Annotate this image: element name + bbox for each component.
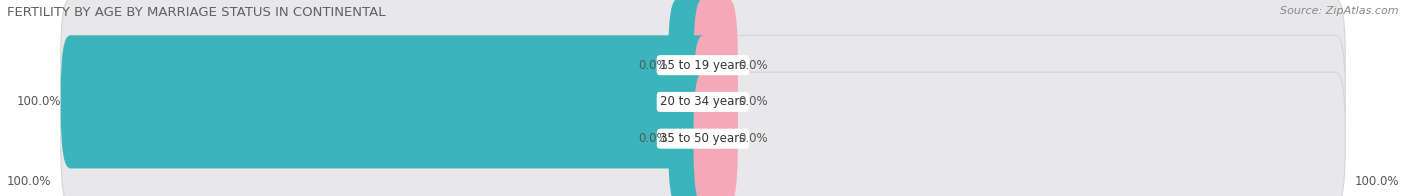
Text: 0.0%: 0.0% [738,59,768,72]
Text: 100.0%: 100.0% [7,175,52,188]
FancyBboxPatch shape [60,35,1346,168]
FancyBboxPatch shape [668,72,713,196]
Text: 100.0%: 100.0% [1354,175,1399,188]
Text: 0.0%: 0.0% [638,132,668,145]
FancyBboxPatch shape [60,35,713,168]
FancyBboxPatch shape [668,0,713,132]
Text: 0.0%: 0.0% [738,132,768,145]
Text: 0.0%: 0.0% [638,59,668,72]
Text: 35 to 50 years: 35 to 50 years [661,132,745,145]
FancyBboxPatch shape [668,35,713,168]
Text: FERTILITY BY AGE BY MARRIAGE STATUS IN CONTINENTAL: FERTILITY BY AGE BY MARRIAGE STATUS IN C… [7,6,385,19]
FancyBboxPatch shape [693,0,738,132]
Text: 0.0%: 0.0% [738,95,768,108]
Text: 100.0%: 100.0% [17,95,60,108]
Text: 15 to 19 years: 15 to 19 years [661,59,745,72]
FancyBboxPatch shape [693,35,738,168]
Text: Source: ZipAtlas.com: Source: ZipAtlas.com [1281,6,1399,16]
FancyBboxPatch shape [60,72,1346,196]
FancyBboxPatch shape [693,72,738,196]
Text: 20 to 34 years: 20 to 34 years [661,95,745,108]
FancyBboxPatch shape [60,0,1346,132]
